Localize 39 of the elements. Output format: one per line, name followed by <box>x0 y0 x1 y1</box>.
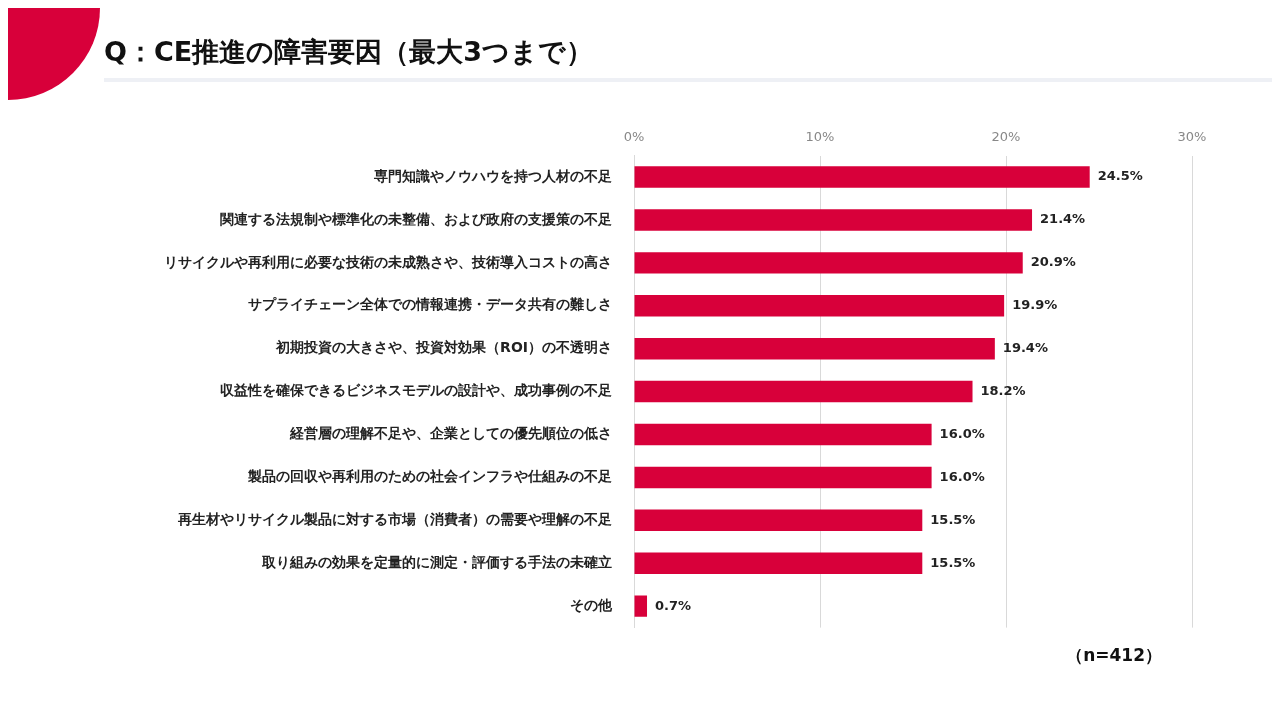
data-label: 15.5% <box>930 511 976 527</box>
y-tick-label: 関連する法規制や標準化の未整備、および政府の支援策の不足 <box>220 210 612 227</box>
data-label: 24.5% <box>1097 168 1143 184</box>
bar <box>634 509 923 532</box>
bar <box>634 252 1023 274</box>
data-label: 19.9% <box>1012 297 1058 313</box>
y-tick-label: 初期投資の大きさや、投資対効果（ROI）の不透明さ <box>275 339 612 356</box>
y-tick-label: 製品の回収や再利用のための社会インフラや仕組みの不足 <box>247 468 612 485</box>
bar <box>634 380 973 403</box>
data-label: 0.7% <box>655 597 692 613</box>
bar <box>634 423 932 446</box>
bar <box>634 166 1090 188</box>
data-label: 16.0% <box>939 468 985 484</box>
x-tick-label: 10% <box>805 129 835 145</box>
text: （n=412） <box>1066 644 1162 667</box>
y-tick-label: 再生材やリサイクル製品に対する市場（消費者）の需要や理解の不足 <box>177 510 612 527</box>
data-label: 20.9% <box>1030 254 1076 270</box>
y-tick-label: その他 <box>570 596 613 613</box>
bar <box>634 295 1005 317</box>
y-tick-label: 収益性を確保できるビジネスモデルの設計や、成功事例の不足 <box>220 382 612 399</box>
y-tick-label: リサイクルや再利用に必要な技術の未成熟さや、技術導入コストの高さ <box>164 253 612 270</box>
y-tick-label: 経営層の理解不足や、企業としての優先順位の低さ <box>289 425 612 442</box>
text: Q：CE推進の障害要因（最大3つまで） <box>104 35 593 69</box>
y-tick-label: サプライチェーン全体での情報連携・データ共有の難しさ <box>248 296 612 313</box>
x-tick-label: 0% <box>623 129 645 145</box>
bar <box>634 209 1033 231</box>
bar <box>634 552 923 574</box>
y-tick-label: 専門知識やノウハウを持つ人材の不足 <box>373 167 612 184</box>
bar <box>634 595 648 617</box>
data-label: 19.4% <box>1002 340 1048 356</box>
x-tick-label: 20% <box>991 129 1021 145</box>
y-tick-label: 取り組みの効果を定量的に測定・評価する手法の未確立 <box>261 553 612 570</box>
data-label: 21.4% <box>1040 211 1086 227</box>
data-label: 16.0% <box>939 425 985 441</box>
data-label: 15.5% <box>930 554 976 570</box>
data-label: 18.2% <box>980 382 1026 398</box>
bar <box>634 337 995 360</box>
bar <box>634 466 932 489</box>
x-tick-label: 30% <box>1177 129 1207 145</box>
